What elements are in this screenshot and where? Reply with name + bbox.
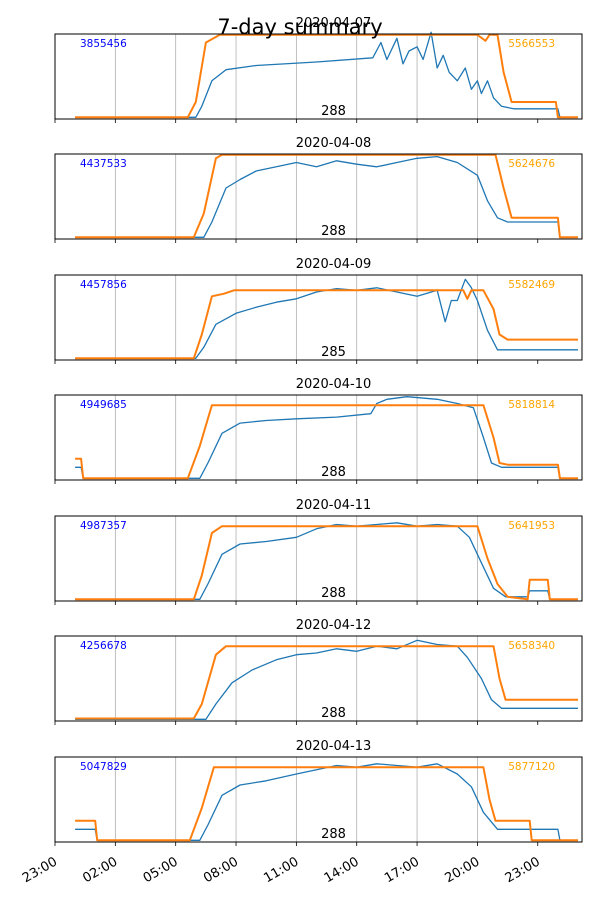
panel-title: 2020-04-12 bbox=[296, 618, 372, 633]
right-value-label: 5641953 bbox=[508, 520, 555, 532]
right-value-label: 5877120 bbox=[508, 761, 555, 773]
axes-frame bbox=[54, 515, 583, 602]
panel-2020-04-07: 2020-04-07 3855456 5566553 288 bbox=[54, 16, 583, 123]
panel-2020-04-11: 2020-04-11 4987357 5641953 288 bbox=[54, 498, 583, 605]
series-blue-line bbox=[75, 396, 578, 479]
right-value-label: 5582469 bbox=[508, 279, 555, 291]
axes-frame bbox=[54, 756, 583, 843]
panel-title: 2020-04-08 bbox=[296, 136, 372, 151]
series-blue-line bbox=[75, 639, 578, 720]
series-orange-line bbox=[75, 404, 578, 480]
panel-title: 2020-04-13 bbox=[296, 739, 372, 754]
right-value-label: 5624676 bbox=[508, 158, 555, 170]
right-value-label: 5658340 bbox=[508, 640, 555, 652]
axes-frame bbox=[54, 274, 583, 361]
series-orange-line bbox=[75, 33, 578, 119]
series-blue-line bbox=[75, 155, 578, 238]
series-orange-line bbox=[75, 153, 578, 239]
right-value-label: 5818814 bbox=[508, 399, 555, 411]
axes-frame bbox=[54, 33, 583, 120]
panel-title: 2020-04-07 bbox=[296, 16, 372, 31]
figure-title: 7-day summary bbox=[217, 15, 382, 39]
left-value-label: 4987357 bbox=[80, 520, 127, 532]
panel-title: 2020-04-09 bbox=[296, 257, 372, 272]
panel-2020-04-09: 2020-04-09 4457856 5582469 285 bbox=[54, 257, 583, 364]
series-blue-line bbox=[75, 278, 578, 359]
panel-2020-04-13: 2020-04-13 5047829 5877120 288 bbox=[54, 739, 583, 846]
left-value-label: 5047829 bbox=[80, 761, 127, 773]
axes-frame bbox=[54, 635, 583, 722]
left-value-label: 4949685 bbox=[80, 399, 127, 411]
right-value-label: 5566553 bbox=[508, 38, 555, 50]
left-value-label: 4437533 bbox=[80, 158, 127, 170]
left-value-label: 4457856 bbox=[80, 279, 127, 291]
count-label: 288 bbox=[321, 465, 346, 480]
count-label: 288 bbox=[321, 104, 346, 119]
panel-title: 2020-04-10 bbox=[296, 377, 372, 392]
series-orange-line bbox=[75, 766, 578, 842]
panel-2020-04-12: 2020-04-12 4256678 5658340 288 bbox=[54, 618, 583, 725]
series-orange-line bbox=[75, 525, 578, 601]
count-label: 288 bbox=[321, 586, 346, 601]
series-orange-line bbox=[75, 645, 578, 720]
count-label: 288 bbox=[321, 706, 346, 721]
series-blue-line bbox=[75, 31, 578, 118]
left-value-label: 3855456 bbox=[80, 38, 127, 50]
panel-2020-04-10: 2020-04-10 4949685 5818814 288 bbox=[54, 377, 583, 484]
left-value-label: 4256678 bbox=[80, 640, 127, 652]
axes-frame bbox=[54, 394, 583, 481]
axes-frame bbox=[54, 153, 583, 240]
series-orange-line bbox=[75, 289, 578, 360]
count-label: 288 bbox=[321, 827, 346, 842]
panel-2020-04-08: 2020-04-08 4437533 5624676 288 bbox=[54, 136, 583, 243]
count-label: 288 bbox=[321, 224, 346, 239]
panel-title: 2020-04-11 bbox=[296, 498, 372, 513]
count-label: 285 bbox=[321, 345, 346, 360]
